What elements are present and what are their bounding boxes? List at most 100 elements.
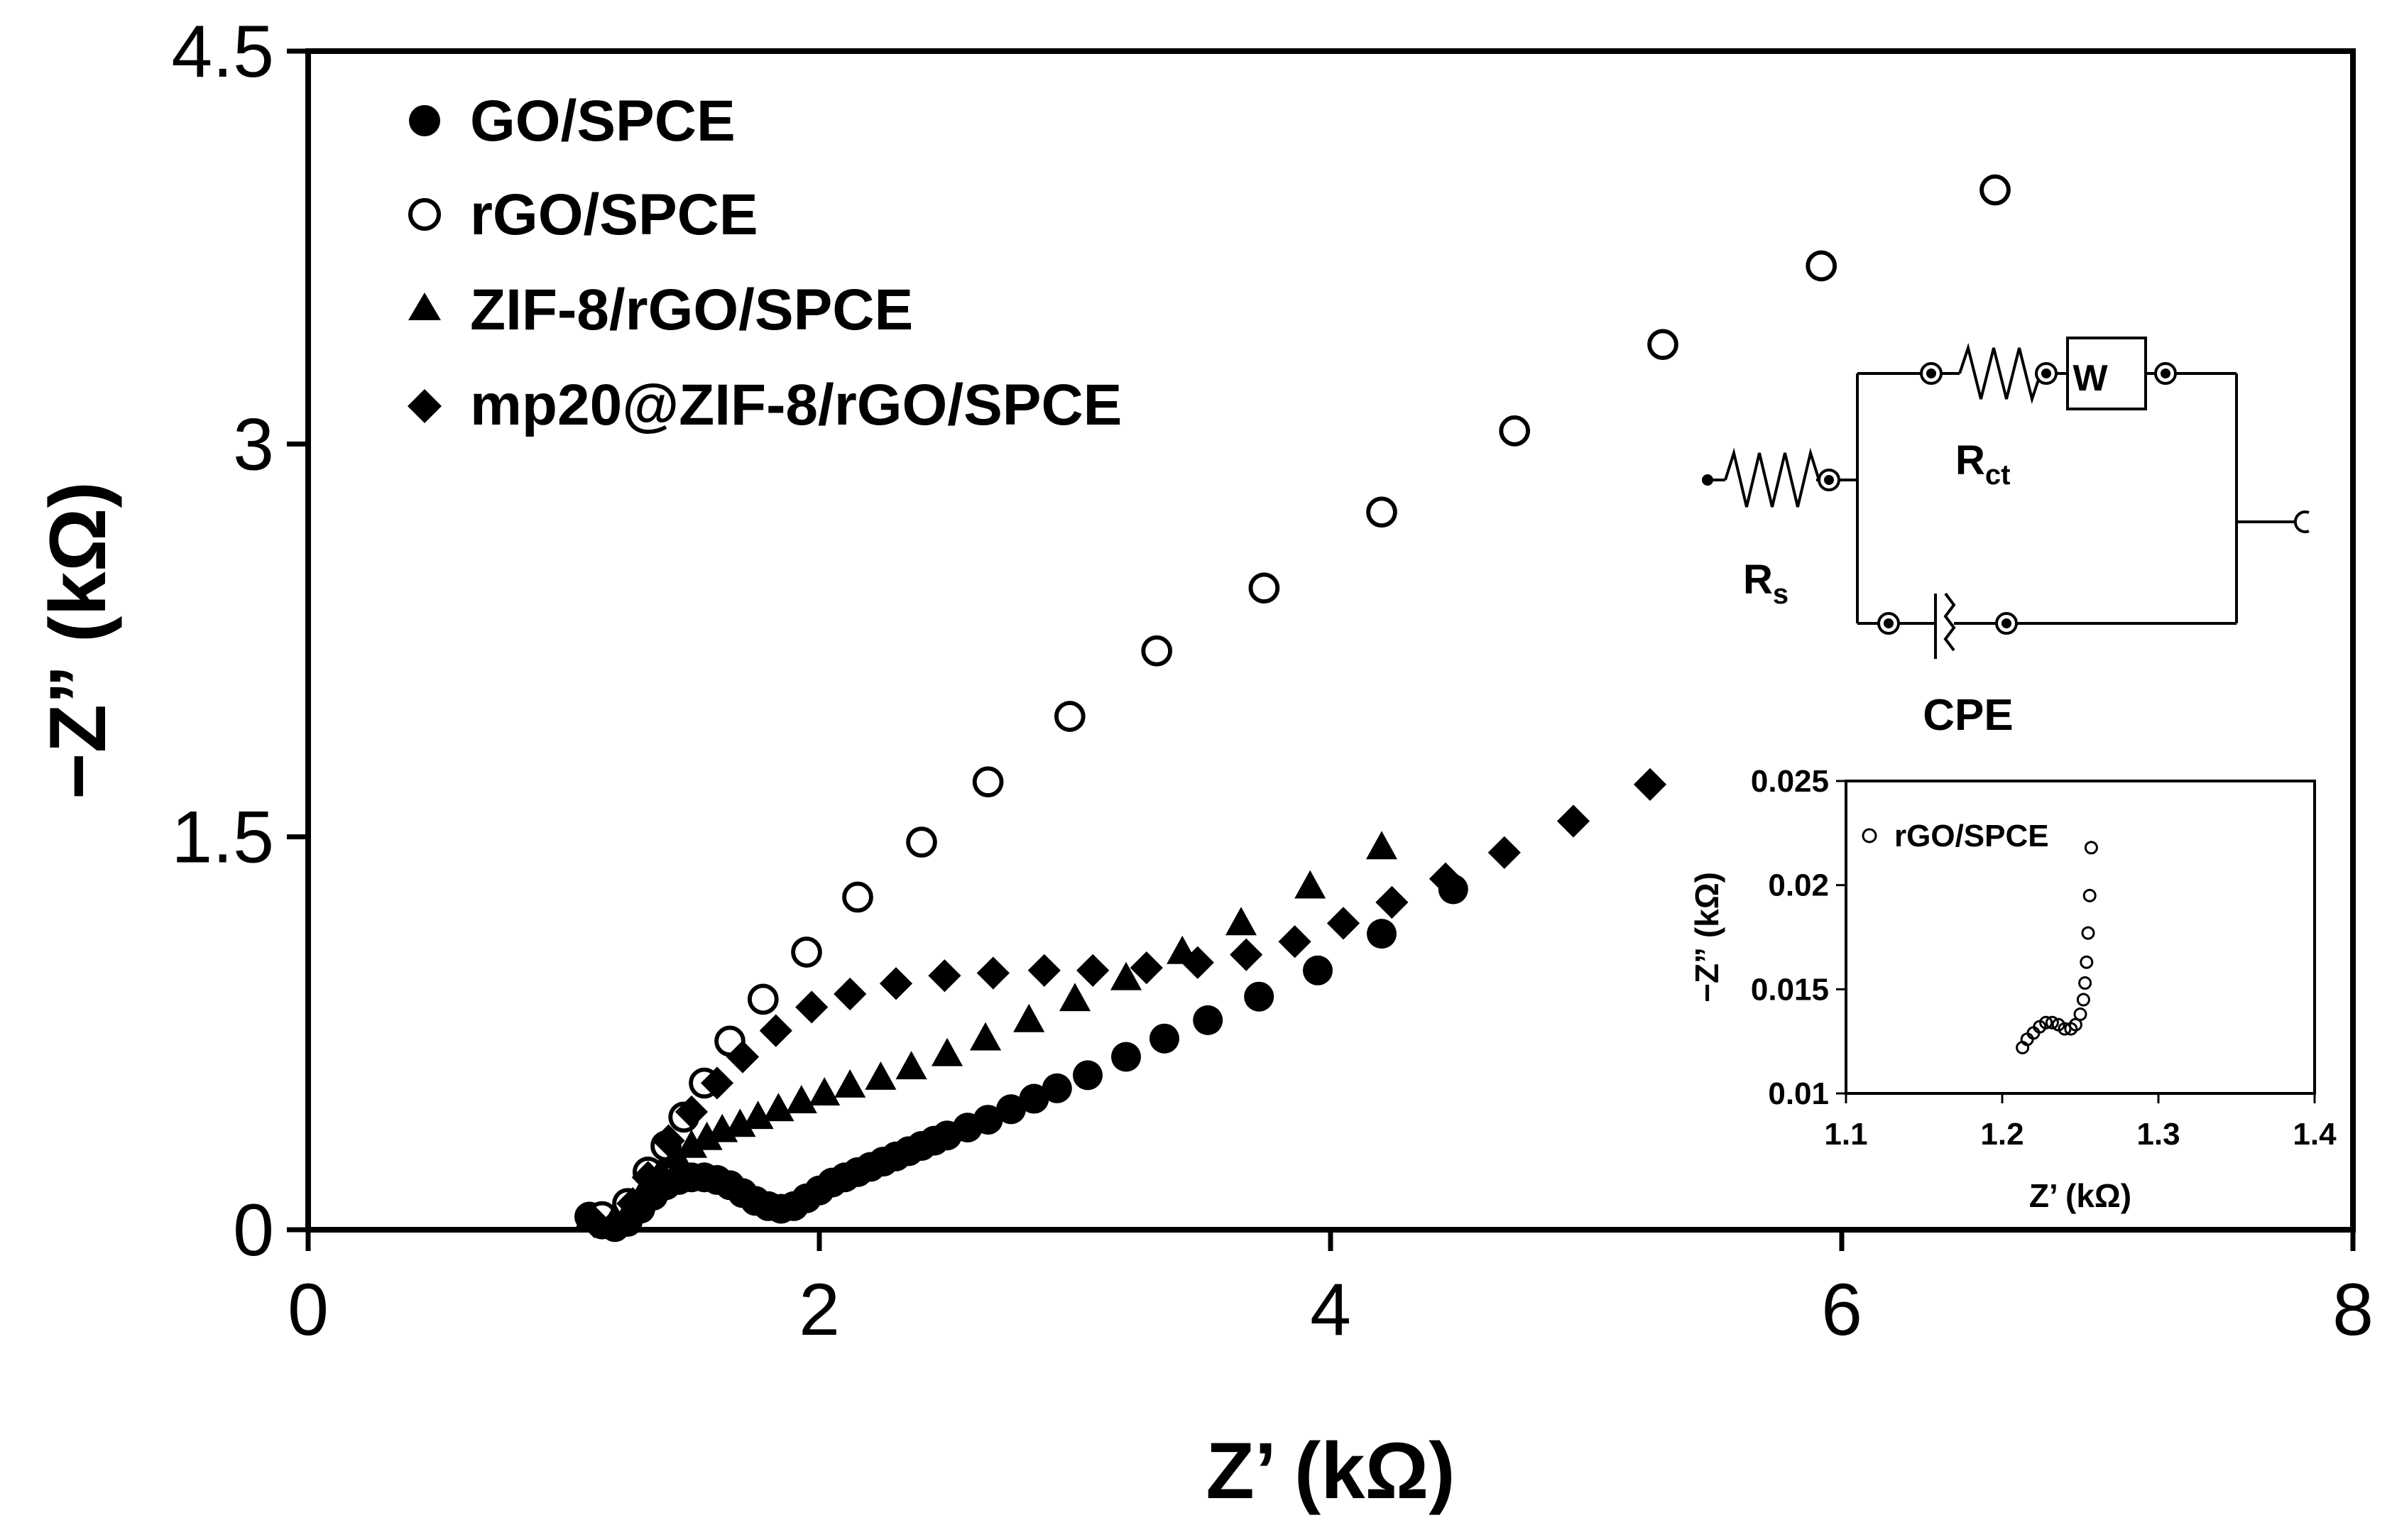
data-point <box>742 1101 774 1130</box>
circuit-output-terminal <box>2293 510 2310 533</box>
data-point <box>1027 954 1061 987</box>
x-tick-label: 8 <box>2332 1269 2374 1351</box>
data-point <box>1193 1005 1223 1035</box>
data-point <box>1225 907 1257 936</box>
inset-data-point <box>2080 955 2094 969</box>
data-point <box>1278 925 1311 959</box>
legend-marker-mp20 <box>408 389 442 423</box>
inset-x-tick-label: 1.3 <box>2136 1117 2180 1152</box>
y-tick-group: 0 1.5 3 4.5 <box>171 11 308 1272</box>
inset-data-point <box>2078 976 2092 990</box>
data-point <box>1054 701 1086 732</box>
rs-label-sub: s <box>1773 579 1788 610</box>
rct-label: Rct <box>1955 437 2010 491</box>
circuit-node-dot <box>2161 368 2170 378</box>
legend-marker-zif8 <box>408 293 441 320</box>
data-point <box>660 1140 692 1169</box>
warburg-box <box>2066 337 2147 410</box>
inset-legend-label: rGO/SPCE <box>1894 819 2049 853</box>
data-point <box>1326 907 1360 940</box>
inset-data-points <box>2016 841 2098 1054</box>
legend-label-mp20: mp20@ZIF-8/rGO/SPCE <box>470 373 1122 437</box>
data-point <box>1149 1023 1179 1054</box>
data-point <box>1647 329 1678 360</box>
data-point <box>928 959 961 993</box>
circuit-node-dot <box>2001 618 2011 628</box>
data-point <box>1042 1073 1072 1103</box>
rct-label-main: R <box>1955 437 1985 484</box>
legend-marker-rgo <box>408 198 441 231</box>
data-point <box>675 1129 708 1158</box>
data-point <box>700 1066 734 1100</box>
y-tick-label: 1.5 <box>171 797 274 879</box>
data-point <box>1294 870 1326 899</box>
data-point <box>763 1093 794 1122</box>
data-point <box>578 1205 611 1239</box>
data-point <box>791 936 822 968</box>
y-tick-label: 3 <box>233 403 274 486</box>
inset-y-axis-label: −Z” (kΩ) <box>1688 872 1725 1003</box>
data-point <box>865 1061 897 1090</box>
data-point <box>1806 250 1837 282</box>
data-point <box>1130 951 1163 985</box>
x-axis-label: Z’ (kΩ) <box>1206 1426 1455 1515</box>
rs-label-main: R <box>1743 557 1773 603</box>
inset-data-point <box>2082 888 2097 902</box>
data-point <box>834 1069 866 1098</box>
data-point <box>1019 1083 1049 1114</box>
data-point <box>1556 804 1590 838</box>
data-point <box>616 1187 650 1220</box>
circuit-node-dot <box>1884 618 1894 628</box>
inset-y-tick-group: 0.01 0.015 0.02 0.025 <box>1751 764 1846 1111</box>
x-tick-group: 0 2 4 6 8 <box>288 1230 2374 1351</box>
y-axis-label: −Z” (kΩ) <box>33 481 122 799</box>
data-point <box>1013 1003 1045 1032</box>
rs-label: Rs <box>1743 557 1788 610</box>
inset-x-axis-label: Z’ (kΩ) <box>2029 1177 2131 1214</box>
data-point <box>1111 1042 1141 1072</box>
data-point <box>895 1051 927 1080</box>
data-point <box>842 881 873 913</box>
legend-label-rgo: rGO/SPCE <box>470 182 758 247</box>
cpe-plate-right <box>1943 592 1956 652</box>
data-point <box>1141 635 1173 667</box>
legend-label-go: GO/SPCE <box>470 89 736 153</box>
inset-legend-marker <box>1862 828 1877 843</box>
inset-y-tick-label: 0.02 <box>1768 868 1829 903</box>
data-point <box>1248 572 1280 604</box>
data-points <box>573 174 2011 1243</box>
data-point <box>1073 1060 1103 1091</box>
rct-label-sub: ct <box>1985 459 2011 491</box>
rs-resistor-symbol <box>1724 447 1820 508</box>
data-point <box>1979 174 2011 206</box>
data-point <box>1499 415 1531 447</box>
y-tick-label: 0 <box>233 1189 274 1272</box>
inset-y-tick-label: 0.015 <box>1751 972 1829 1007</box>
data-point <box>976 956 1010 990</box>
circuit-node-dot <box>1926 368 1936 378</box>
data-point <box>906 826 937 858</box>
inset-data-point <box>2039 1015 2053 1030</box>
data-point <box>1110 961 1142 990</box>
data-point <box>969 1022 1002 1051</box>
x-tick-label: 0 <box>288 1269 329 1351</box>
data-point <box>724 1108 756 1137</box>
inset-data-point <box>2081 926 2095 940</box>
cpe-label: CPE <box>1923 691 2013 740</box>
inset-data-point <box>2073 1007 2087 1022</box>
circuit-node-dot <box>2041 368 2051 378</box>
inset-frame <box>1845 780 2316 1095</box>
data-point <box>996 1094 1026 1125</box>
data-point <box>747 983 779 1015</box>
legend-marker-go <box>409 105 440 136</box>
inset-x-tick-label: 1.4 <box>2293 1117 2337 1152</box>
inset-x-tick-label: 1.2 <box>1980 1117 2024 1152</box>
warburg-label: W <box>2072 358 2108 399</box>
equivalent-circuit-diagram <box>1702 337 2310 659</box>
inset-data-point <box>2045 1015 2059 1030</box>
data-point <box>1365 831 1398 860</box>
data-point <box>1303 955 1333 985</box>
data-point <box>1059 983 1091 1012</box>
inset-data-point <box>2084 841 2098 855</box>
